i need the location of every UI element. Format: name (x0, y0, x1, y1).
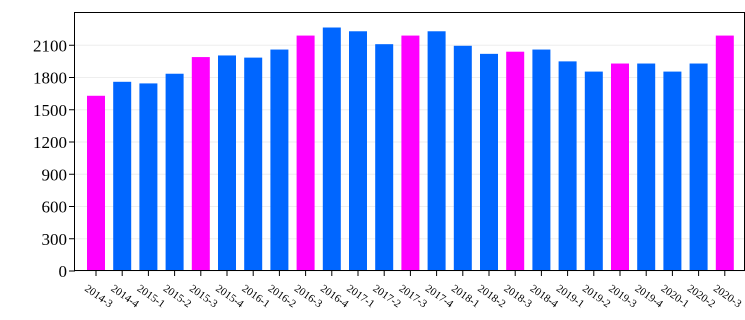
x-tick-label: 2014-3 (82, 283, 115, 311)
bar (296, 35, 315, 272)
bar (558, 61, 577, 271)
x-tick-label: 2019-3 (606, 283, 639, 311)
x-tick-label: 2016-1 (239, 283, 271, 311)
x-tick-label: 2015-1 (135, 283, 167, 311)
bars-group (87, 27, 734, 272)
x-tick-label: 2015-3 (187, 283, 220, 311)
bar (480, 53, 498, 271)
x-tick-label: 2018-3 (501, 283, 534, 311)
y-tick-label: 1500 (33, 101, 67, 120)
bar (453, 45, 472, 271)
x-tick-label: 2017-2 (370, 283, 402, 311)
y-tick-label: 1200 (33, 133, 67, 152)
x-tick-label: 2014-4 (108, 283, 141, 311)
bar (87, 95, 105, 272)
bar (244, 57, 263, 271)
bar (506, 51, 525, 272)
bar (349, 31, 367, 272)
bar (689, 63, 708, 272)
y-tick-label: 2100 (33, 36, 67, 55)
bar (427, 31, 446, 272)
bar (611, 63, 629, 272)
bar (637, 63, 656, 272)
x-tick-label: 2018-2 (475, 283, 507, 311)
x-tick-label: 2015-2 (161, 283, 193, 311)
x-tick-label: 2019-4 (632, 283, 665, 311)
y-tick-label: 600 (42, 198, 68, 217)
bar (113, 81, 132, 271)
x-tick-label: 2020-3 (711, 283, 744, 311)
y-tick-label: 900 (42, 165, 68, 184)
x-tick-label: 2020-2 (685, 283, 717, 311)
bar (218, 55, 236, 272)
x-tick-label: 2019-1 (554, 283, 586, 311)
x-tick-label: 2020-1 (659, 283, 691, 311)
bar (375, 44, 394, 271)
bar (270, 49, 289, 271)
bar (322, 27, 341, 272)
bar (584, 71, 603, 272)
bar (663, 71, 682, 272)
x-tick-label: 2019-2 (580, 283, 612, 311)
y-tick-label: 1800 (33, 69, 67, 88)
bar (401, 35, 420, 272)
x-tick-label: 2018-1 (449, 283, 481, 311)
bar (139, 83, 158, 271)
y-axis: 0 300 600 900 1200 1500 1800 2100 (33, 36, 75, 281)
x-tick-label: 2018-4 (528, 283, 561, 311)
y-tick-label: 0 (59, 262, 68, 281)
bar (165, 73, 184, 271)
x-tick-label: 2015-4 (213, 283, 246, 311)
x-tick-label: 2016-2 (266, 283, 298, 311)
x-tick-label: 2016-4 (318, 283, 351, 311)
x-axis: 2014-32014-42015-12015-22015-32015-42016… (82, 271, 744, 311)
bar (191, 57, 210, 272)
x-tick-label: 2016-3 (292, 283, 325, 311)
y-tick-label: 300 (42, 230, 68, 249)
bar (532, 49, 551, 271)
x-tick-label: 2017-3 (397, 283, 430, 311)
x-tick-label: 2017-4 (423, 283, 456, 311)
x-tick-label: 2017-1 (344, 283, 376, 311)
bar (715, 35, 734, 272)
